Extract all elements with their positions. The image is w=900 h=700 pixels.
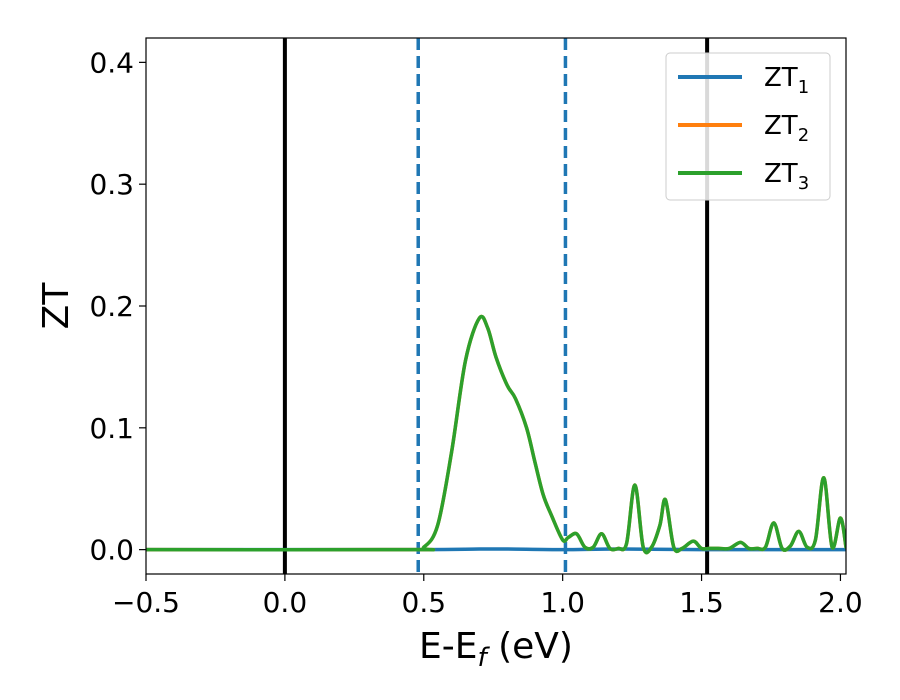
y-axis-ticks: 0.0 0.1 0.2 0.3 0.4: [89, 46, 146, 567]
x-tick-label: 2.0: [818, 586, 863, 619]
y-tick-label: 0.3: [89, 168, 134, 201]
legend-label-1: ZT1: [764, 63, 809, 98]
y-tick-label: 0.4: [89, 46, 134, 79]
x-tick-label: 0.0: [263, 586, 308, 619]
series-lines: [146, 314, 846, 555]
x-tick-label: −0.5: [112, 586, 180, 619]
legend-label-2: ZT2: [764, 111, 809, 146]
legend: ZT1 ZT2 ZT3: [665, 52, 831, 201]
x-tick-label: 1.0: [540, 586, 585, 619]
legend-label-3: ZT3: [764, 159, 809, 194]
legend-box: [665, 52, 831, 201]
y-tick-label: 0.1: [89, 412, 134, 445]
x-axis-title: E-Ef (eV): [419, 626, 573, 673]
y-axis-title: ZT: [36, 282, 77, 330]
series-line-3: [146, 314, 846, 555]
x-axis-title-tail: (eV): [487, 626, 573, 667]
x-axis-title-main: E-E: [419, 626, 477, 667]
x-tick-label: 1.5: [679, 586, 724, 619]
y-tick-label: 0.0: [89, 534, 134, 567]
y-tick-label: 0.2: [89, 290, 134, 323]
x-tick-label: 0.5: [402, 586, 447, 619]
x-axis-ticks: −0.5 0.0 0.5 1.0 1.5 2.0: [112, 574, 863, 619]
